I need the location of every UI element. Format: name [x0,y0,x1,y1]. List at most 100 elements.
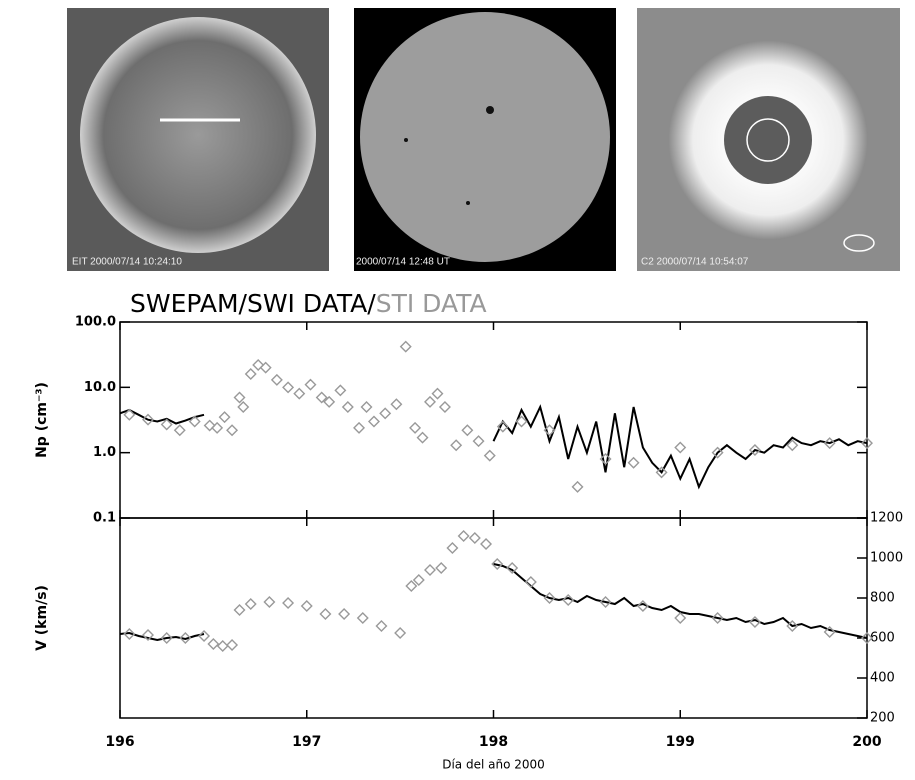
x-tick-label: 198 [479,734,508,750]
data-point [431,387,444,400]
lasco-image: C2 2000/07/14 10:54:07 [637,8,900,271]
x-tick-label: 200 [852,734,881,750]
data-line [119,563,868,642]
plot-frame [119,517,868,719]
y-axis-label: Np (cm⁻³) [34,382,50,458]
data-point [599,453,612,465]
data-point [748,616,761,628]
data-point [412,574,425,586]
data-point [823,626,836,638]
data-point [861,437,873,450]
y2-tick-label: 200 [870,711,895,726]
data-point [263,596,276,608]
data-point [270,373,283,386]
data-point [515,415,528,428]
data-point [233,391,246,404]
data-point [338,608,351,620]
data-point [446,542,459,554]
x-tick-label: 196 [105,734,134,750]
data-point [438,401,451,413]
data-point [480,538,493,550]
image-caption: 2000/07/14 12:48 UT [356,257,450,268]
data-point [142,629,155,641]
data-point [360,401,373,413]
data-point [198,630,211,642]
data-point [226,639,239,651]
data-point [823,437,836,450]
data-point [226,424,239,437]
data-point [207,638,220,650]
data-point [409,421,422,434]
data-point [244,368,257,380]
data-point [394,627,407,639]
data-line [119,404,868,490]
data-point [861,632,873,644]
x-tick-label: 197 [292,734,321,750]
data-point [252,358,265,371]
magnetogram-image: 2000/07/14 12:48 UT [354,8,616,271]
y-tick-label: 100.0 [75,315,116,330]
data-point [123,408,136,421]
data-point [711,612,724,624]
y2-tick-label: 1000 [870,551,903,566]
data-point [300,600,313,612]
data-point [179,632,192,644]
data-point [379,407,392,420]
chart-title: SWEPAM/SWI DATA/STI DATA [130,289,487,318]
data-point [237,401,250,413]
data-point [233,604,246,616]
data-point [674,612,687,624]
data-point [259,361,272,374]
data-point [786,439,799,452]
image-caption: EIT 2000/07/14 10:24:10 [72,257,182,268]
data-point [356,612,369,624]
x-axis-label: Día del año 2000 [442,758,545,772]
data-point [375,620,388,632]
data-point [524,576,537,588]
data-point [450,439,463,452]
data-point [334,384,347,397]
data-point [571,480,584,493]
data-point [304,378,317,391]
data-point [457,530,470,542]
data-point [543,424,556,437]
data-point [211,421,224,434]
data-point [218,411,231,424]
data-point [160,632,173,644]
y-axis-label: V (km/s) [34,585,50,651]
title-part: SWEPAM/SWI DATA/ [130,289,376,318]
eit-image: EIT 2000/07/14 10:24:10 [67,8,329,271]
data-point [390,398,403,411]
data-point [405,580,418,592]
data-point [293,387,306,400]
data-point [461,424,474,437]
plot-frame [119,321,868,519]
data-point [424,564,436,576]
data-point [491,558,504,570]
data-point [341,401,354,413]
y-tick-label: 1.0 [93,445,116,460]
y2-tick-label: 600 [870,631,895,646]
data-point [173,424,186,437]
data-point [506,562,519,574]
data-point [323,395,336,408]
data-point [319,608,332,620]
data-point [562,594,575,606]
data-point [483,449,496,462]
x-tick-label: 199 [666,734,695,750]
data-point [435,562,448,574]
y-tick-label: 0.1 [93,511,116,526]
y-tick-label: 10.0 [84,380,116,395]
data-point [353,421,366,434]
y2-tick-label: 1200 [870,511,903,526]
data-point [399,340,412,353]
data-point [424,395,436,408]
data-point [472,435,485,448]
data-point [216,640,229,652]
data-point [142,413,155,426]
data-point [786,620,799,632]
data-point [244,598,257,610]
data-point [627,456,640,469]
